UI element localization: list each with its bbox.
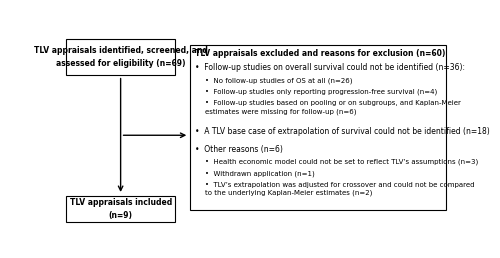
Text: •  Follow-up studies only reporting progression-free survival (n=4): • Follow-up studies only reporting progr… — [205, 88, 438, 95]
Text: TLV appraisals included
(n=9): TLV appraisals included (n=9) — [70, 198, 172, 220]
Text: •  A TLV base case of extrapolation of survival could not be identified (n=18): • A TLV base case of extrapolation of su… — [196, 127, 490, 136]
Text: •  Follow-up studies on overall survival could not be identified (n=36):: • Follow-up studies on overall survival … — [196, 63, 466, 72]
Text: TLV appraisals excluded and reasons for exclusion (n=60): TLV appraisals excluded and reasons for … — [195, 49, 446, 58]
FancyBboxPatch shape — [66, 39, 175, 75]
Text: •  Health economic model could not be set to reflect TLV’s assumptions (n=3): • Health economic model could not be set… — [205, 159, 478, 165]
Text: •  Follow-up studies based on pooling or on subgroups, and Kaplan-Meier
estimate: • Follow-up studies based on pooling or … — [205, 100, 461, 115]
Text: •  No follow-up studies of OS at all (n=26): • No follow-up studies of OS at all (n=2… — [205, 77, 352, 84]
Text: •  Withdrawn application (n=1): • Withdrawn application (n=1) — [205, 171, 315, 177]
FancyBboxPatch shape — [66, 196, 175, 222]
Text: TLV appraisals identified, screened, and
assessed for eligibility (n=69): TLV appraisals identified, screened, and… — [34, 46, 208, 68]
Text: •  TLV’s extrapolation was adjusted for crossover and could not be compared
to t: • TLV’s extrapolation was adjusted for c… — [205, 182, 474, 196]
Text: •  Other reasons (n=6): • Other reasons (n=6) — [196, 144, 284, 154]
FancyBboxPatch shape — [190, 45, 446, 210]
